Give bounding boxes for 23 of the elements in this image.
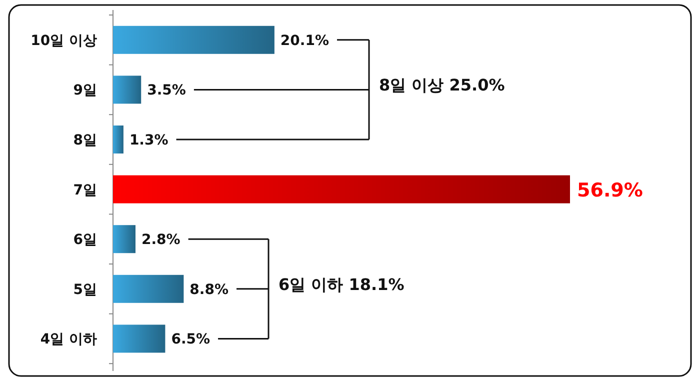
data-label: 8.8% — [190, 282, 229, 298]
y-tick-label: 5일 — [73, 282, 97, 298]
data-label: 3.5% — [147, 82, 186, 99]
y-tick-label: 4일 이하 — [40, 332, 97, 348]
bar — [113, 126, 124, 154]
bar — [113, 26, 274, 54]
y-tick-label: 10일 이상 — [30, 32, 97, 49]
annotation: 8일 이상 25.0% — [379, 76, 505, 95]
y-tick-label: 8일 — [73, 132, 97, 148]
bar — [113, 274, 184, 303]
y-tick-label: 9일 — [73, 82, 97, 99]
annotation: 6일 이하 18.1% — [278, 274, 404, 294]
bar — [113, 76, 142, 104]
bar — [113, 175, 570, 204]
data-label: 2.8% — [141, 232, 180, 248]
data-label: 6.5% — [171, 332, 210, 348]
data-label: 1.3% — [129, 132, 168, 148]
bar — [113, 225, 136, 254]
y-tick-label: 7일 — [73, 182, 97, 198]
data-label: 56.9% — [577, 179, 643, 202]
bar — [113, 324, 166, 353]
data-label: 20.1% — [280, 32, 330, 49]
y-tick-label: 6일 — [73, 232, 97, 248]
